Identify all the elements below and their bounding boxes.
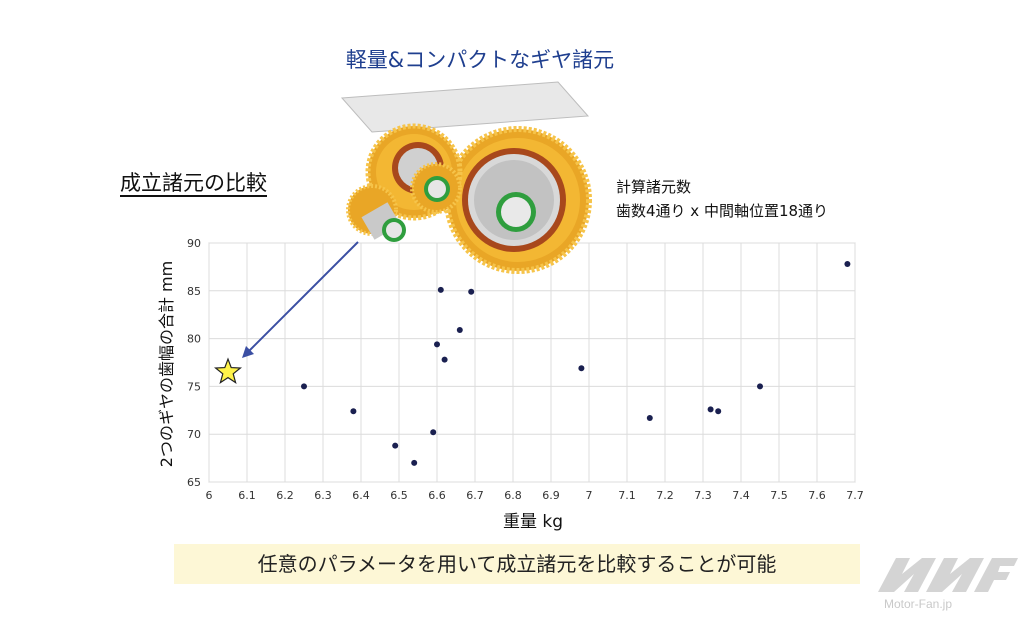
x-tick-label: 6.1 bbox=[238, 489, 256, 502]
x-tick-label: 6.6 bbox=[428, 489, 446, 502]
calc-count-label: 計算諸元数 bbox=[616, 178, 692, 196]
data-point bbox=[350, 408, 357, 415]
pointer-arrow bbox=[242, 241, 359, 358]
data-point bbox=[757, 383, 763, 390]
x-tick-label: 7.2 bbox=[656, 489, 674, 502]
data-point bbox=[646, 414, 653, 421]
section-title: 成立諸元の比較 bbox=[120, 171, 267, 195]
x-tick-label: 7.7 bbox=[846, 489, 864, 502]
watermark-text: Motor-Fan.jp bbox=[884, 597, 953, 611]
calculation-info: 計算諸元数 歯数4通り x 中間軸位置18通り bbox=[616, 175, 828, 223]
x-tick-label: 6.3 bbox=[314, 489, 332, 502]
x-tick-label: 7.1 bbox=[618, 489, 636, 502]
x-tick-label: 7.6 bbox=[808, 489, 826, 502]
data-point bbox=[715, 408, 722, 415]
data-point bbox=[468, 288, 475, 295]
y-tick-label: 70 bbox=[187, 428, 201, 441]
chart-ticks: 6 6.1 6.2 6.3 6.4 6.5 6.6 6.7 6.8 6.9 7 7.1 7.2 7.3 7.… bbox=[187, 237, 864, 502]
y-tick-label: 75 bbox=[187, 380, 201, 393]
x-tick-label: 6.4 bbox=[352, 489, 370, 502]
x-tick-label: 6.5 bbox=[390, 489, 408, 502]
x-tick-label: 7.4 bbox=[732, 489, 750, 502]
x-tick-label: 6.7 bbox=[466, 489, 484, 502]
data-point bbox=[430, 429, 437, 436]
data-point bbox=[578, 365, 585, 372]
caption-text: 任意のパラメータを用いて成立諸元を比較することが可能 bbox=[257, 552, 777, 576]
data-point bbox=[437, 286, 444, 293]
x-tick-label: 6.2 bbox=[276, 489, 294, 502]
x-axis-label: 重量 kg bbox=[503, 512, 563, 532]
x-tick-label: 7.3 bbox=[694, 489, 712, 502]
x-tick-label: 7.5 bbox=[770, 489, 788, 502]
plot-area bbox=[208, 242, 856, 483]
data-point bbox=[301, 383, 307, 390]
y-tick-label: 90 bbox=[187, 237, 201, 250]
x-tick-label: 6 bbox=[206, 489, 213, 502]
caption-background bbox=[174, 544, 860, 584]
data-point bbox=[392, 442, 399, 449]
x-tick-label: 6.8 bbox=[504, 489, 522, 502]
calc-combination-label: 歯数4通り x 中間軸位置18通り bbox=[616, 202, 829, 220]
x-tick-label: 7 bbox=[586, 489, 593, 502]
data-point bbox=[707, 406, 714, 413]
gear-spec-title: 軽量&コンパクトなギヤ諸元 bbox=[345, 48, 615, 72]
data-point bbox=[434, 341, 440, 348]
data-point bbox=[456, 326, 463, 333]
data-point bbox=[844, 261, 851, 268]
y-tick-label: 85 bbox=[187, 285, 201, 298]
data-point bbox=[411, 459, 418, 466]
gear-illustration bbox=[346, 123, 592, 274]
chart-points bbox=[213, 261, 851, 466]
y-axis-label: 2つのギヤの歯幅の合計 mm bbox=[157, 261, 176, 467]
x-tick-label: 6.9 bbox=[542, 489, 560, 502]
highlight-star-marker bbox=[213, 357, 243, 384]
translucent-plate bbox=[340, 81, 590, 133]
chart-grid bbox=[208, 242, 856, 483]
y-tick-label: 80 bbox=[187, 333, 201, 346]
motor-fan-logo bbox=[878, 558, 1018, 592]
data-point bbox=[441, 356, 448, 363]
y-tick-label: 65 bbox=[187, 476, 201, 489]
